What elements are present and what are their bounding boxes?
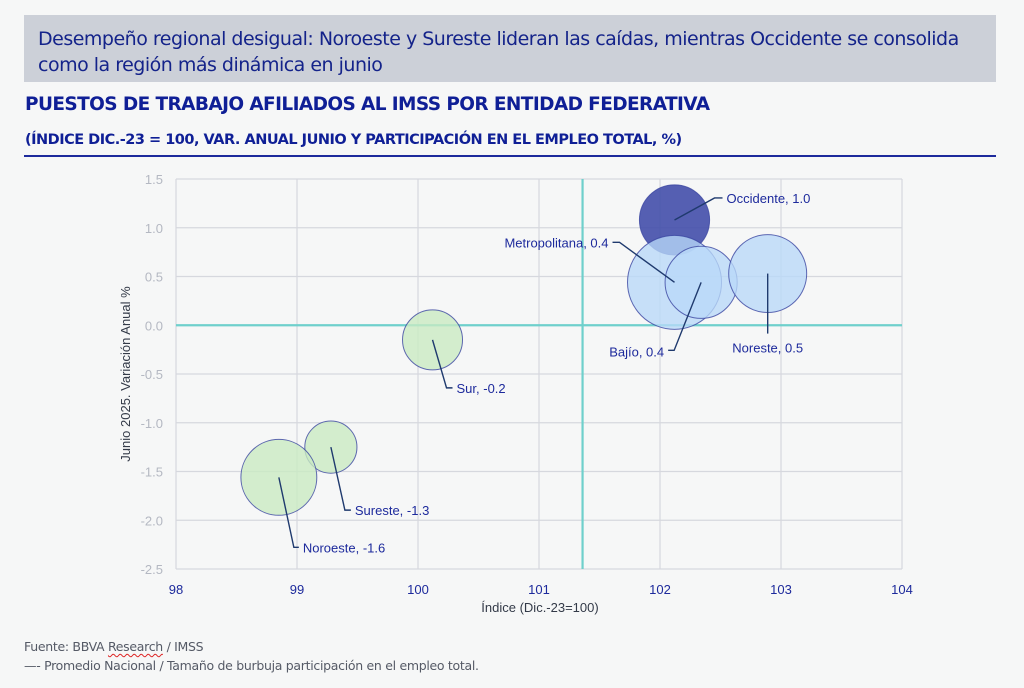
leader-line	[668, 282, 702, 352]
data-label: Bajío, 0.4	[609, 344, 664, 359]
data-label: Metropolitana, 0.4	[504, 235, 608, 250]
bubble-chart: Occidente, 1.0 Metropolitana, 0.4 Bajío, 0…	[118, 172, 913, 615]
grid-lines	[175, 178, 903, 570]
y-tick-label: -1.0	[141, 416, 163, 431]
y-tick-label: 1.5	[145, 172, 163, 187]
source-line: Fuente: BBVA Research / IMSS	[24, 637, 479, 656]
y-tick-label: 0.5	[145, 270, 163, 285]
data-labels: Occidente, 1.0 Metropolitana, 0.4 Bajío, 0…	[303, 191, 810, 555]
leader-line	[612, 241, 675, 283]
note-line: —- Promedio Nacional / Tamaño de burbuja…	[24, 658, 479, 673]
x-tick-label: 104	[891, 582, 913, 597]
x-tick-label: 100	[407, 582, 429, 597]
x-tick-label: 98	[169, 582, 183, 597]
reference-lines	[176, 179, 902, 569]
leader-lines	[278, 197, 769, 549]
y-tick-label: -2.0	[141, 513, 163, 528]
x-tick-label: 103	[770, 582, 792, 597]
chart-subtitle: (ÍNDICE DIC.-23 = 100, VAR. ANUAL JUNIO …	[25, 132, 682, 148]
source-suffix: / IMSS	[162, 639, 204, 654]
leader-line	[330, 446, 351, 511]
data-label: Sureste, -1.3	[355, 503, 429, 518]
data-label: Noreste, 0.5	[732, 341, 803, 356]
data-label: Sur, -0.2	[457, 381, 506, 396]
source-research: Research	[107, 639, 163, 654]
chart-title: PUESTOS DE TRABAJO AFILIADOS AL IMSS POR…	[25, 94, 710, 115]
x-tick-label: 102	[649, 582, 671, 597]
y-tick-label: -1.5	[141, 465, 163, 480]
source-prefix: Fuente: BBVA	[24, 639, 108, 654]
y-tick-label: 0.0	[145, 318, 163, 333]
leader-line	[278, 477, 299, 549]
headline-text: Desempeño regional desigual: Noroeste y …	[38, 28, 959, 76]
y-tick-label: -0.5	[141, 367, 163, 382]
y-tick-label: 1.0	[145, 221, 163, 236]
leader-line	[431, 339, 453, 389]
y-tick-label: -2.5	[141, 562, 163, 577]
headline-banner: Desempeño regional desigual: Noroeste y …	[24, 15, 996, 82]
data-label: Occidente, 1.0	[727, 191, 811, 206]
title-divider	[24, 155, 996, 157]
x-tick-label: 99	[290, 582, 304, 597]
x-tick-labels: 98 99 100 101 102 103 104	[169, 582, 913, 597]
leader-line	[674, 197, 723, 221]
x-tick-label: 101	[528, 582, 550, 597]
footer: Fuente: BBVA Research / IMSS —- Promedio…	[24, 637, 479, 675]
y-tick-labels: 1.5 1.0 0.5 0.0 -0.5 -1.0 -1.5 -2.0 -2.5	[141, 172, 163, 577]
x-axis-label: Índice (Dic.-23=100)	[481, 600, 598, 615]
data-label: Noroeste, -1.6	[303, 540, 385, 555]
y-axis-label: Junio 2025. Variación Anual %	[118, 286, 133, 462]
